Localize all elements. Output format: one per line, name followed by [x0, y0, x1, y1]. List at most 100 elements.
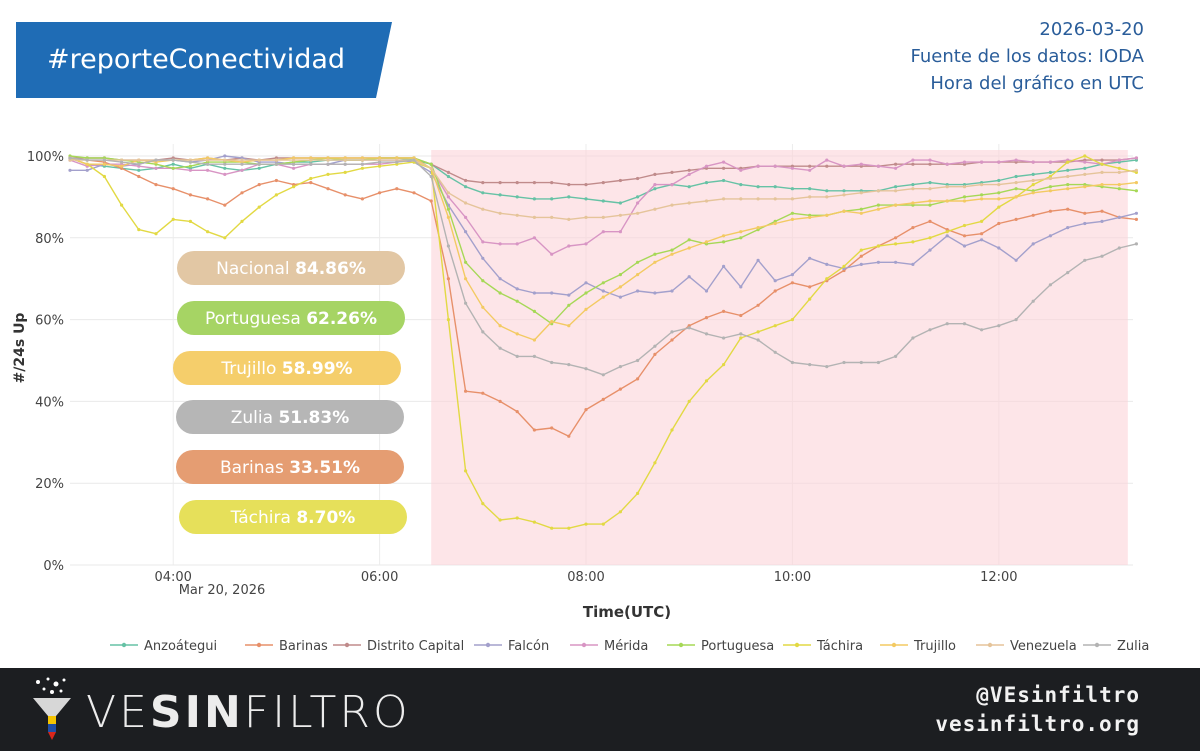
data-point — [1100, 254, 1104, 258]
series-zulia — [68, 156, 1138, 377]
footer: VESINFILTRO @VEsinfiltro vesinfiltro.org — [0, 668, 1200, 751]
data-point — [722, 178, 726, 183]
x-tick-label: 04:00 — [154, 570, 191, 585]
social-links: @VEsinfiltro vesinfiltro.org — [935, 681, 1140, 739]
brand-logo: VESINFILTRO — [86, 678, 411, 748]
data-point — [980, 232, 984, 236]
data-point — [997, 197, 1001, 201]
data-point — [618, 273, 623, 277]
data-point — [997, 178, 1001, 183]
data-point — [773, 279, 777, 283]
y-tick-label: 80% — [35, 232, 64, 247]
data-point — [636, 358, 640, 363]
data-point — [962, 199, 967, 203]
legend-marker — [1094, 642, 1100, 648]
data-point — [859, 207, 863, 211]
data-point — [532, 215, 537, 219]
summary-pills: Nacional 84.86% Portuguesa 62.26% Trujillo… — [173, 251, 407, 534]
data-point — [1083, 172, 1087, 176]
data-point — [360, 197, 364, 201]
data-point — [618, 365, 623, 369]
data-point — [980, 160, 984, 164]
data-point — [704, 379, 709, 383]
data-point — [567, 195, 571, 199]
data-point — [618, 230, 623, 234]
data-point — [206, 197, 210, 201]
data-point — [343, 162, 347, 166]
pill-background — [177, 301, 405, 335]
data-point — [1066, 168, 1070, 172]
data-point — [1031, 172, 1035, 176]
data-point — [567, 324, 571, 328]
data-point — [859, 262, 863, 266]
data-point — [601, 230, 605, 234]
data-point — [1134, 181, 1138, 185]
data-point — [532, 338, 537, 342]
data-point — [515, 195, 519, 199]
data-point — [326, 162, 330, 166]
data-point — [1014, 158, 1018, 162]
data-point — [1083, 160, 1087, 164]
data-point — [1048, 189, 1052, 193]
data-point — [601, 199, 605, 203]
data-point — [739, 197, 743, 201]
data-point — [1066, 174, 1070, 179]
pill-zulia: Zulia 51.83% — [176, 400, 404, 434]
data-point — [894, 260, 898, 264]
data-point — [481, 391, 485, 395]
data-point — [1117, 215, 1121, 219]
data-point — [894, 166, 898, 170]
data-point — [171, 162, 175, 166]
data-point — [601, 397, 605, 401]
data-point — [223, 203, 227, 207]
data-point — [137, 162, 141, 166]
data-point — [446, 277, 450, 281]
data-point — [756, 258, 760, 262]
data-point — [240, 162, 244, 166]
y-tick-label: 0% — [43, 559, 64, 574]
data-point — [1066, 207, 1070, 211]
banner-background — [16, 22, 392, 98]
data-point — [223, 154, 227, 158]
data-point — [223, 162, 227, 166]
data-point — [962, 322, 967, 326]
data-point — [1083, 221, 1087, 226]
data-point — [257, 166, 261, 170]
data-point — [653, 352, 657, 356]
data-point — [102, 162, 106, 166]
y-tick-label: 60% — [35, 314, 64, 329]
data-point — [722, 309, 726, 313]
data-point — [1100, 183, 1104, 187]
data-point — [412, 158, 416, 162]
data-point — [928, 158, 932, 162]
data-point — [446, 174, 450, 179]
y-tick-label: 20% — [35, 477, 64, 492]
data-point — [739, 230, 743, 234]
data-point — [309, 176, 313, 181]
data-point — [1014, 187, 1018, 191]
data-point — [618, 201, 623, 205]
data-point — [498, 242, 502, 246]
data-point — [1014, 258, 1018, 262]
social-handle[interactable]: @VEsinfiltro — [976, 683, 1140, 707]
data-point — [739, 336, 743, 340]
data-point — [808, 256, 812, 260]
data-point — [464, 260, 468, 264]
pill-label: Barinas — [220, 458, 289, 478]
data-point — [429, 166, 433, 170]
data-point — [532, 197, 537, 201]
website-link[interactable]: vesinfiltro.org — [935, 712, 1140, 736]
data-point — [980, 193, 984, 197]
data-point — [1134, 217, 1138, 221]
legend-label: Mérida — [604, 639, 648, 654]
data-point — [102, 158, 106, 162]
data-point — [1134, 168, 1138, 172]
data-point — [378, 160, 382, 164]
data-point — [567, 293, 571, 297]
pill-value: 62.26% — [306, 309, 377, 329]
data-point — [876, 189, 881, 193]
data-point — [894, 242, 898, 246]
data-point — [601, 295, 605, 299]
banner-shape — [16, 22, 392, 98]
data-point — [1100, 162, 1104, 166]
